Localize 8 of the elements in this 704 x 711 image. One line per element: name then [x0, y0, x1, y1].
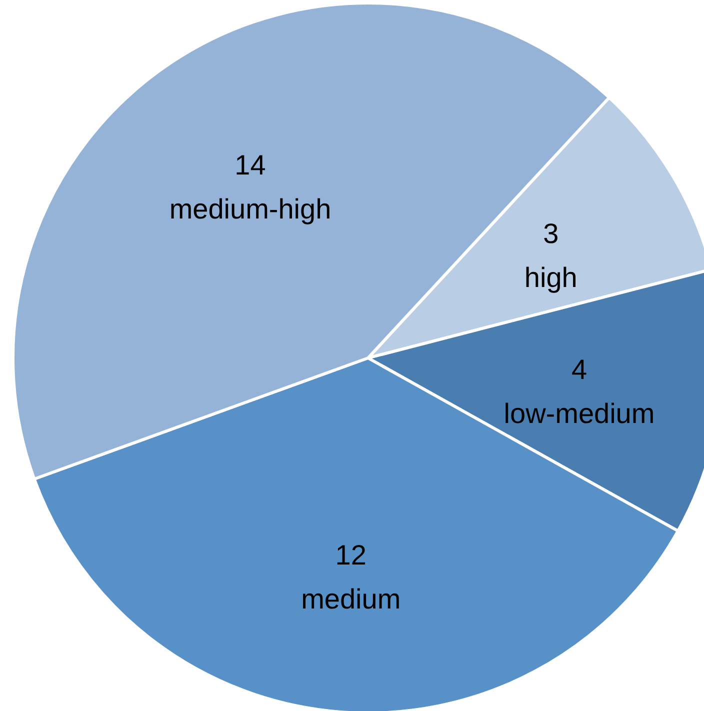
data-label: 3: [543, 218, 559, 249]
data-label: 12: [335, 539, 366, 570]
slice-label: medium-high: [169, 194, 332, 225]
slice-label: high: [524, 262, 578, 293]
data-label: 14: [234, 150, 266, 181]
slice-label: medium: [301, 583, 401, 614]
data-label: 4: [571, 354, 588, 386]
slice-label: low-medium: [504, 398, 655, 430]
